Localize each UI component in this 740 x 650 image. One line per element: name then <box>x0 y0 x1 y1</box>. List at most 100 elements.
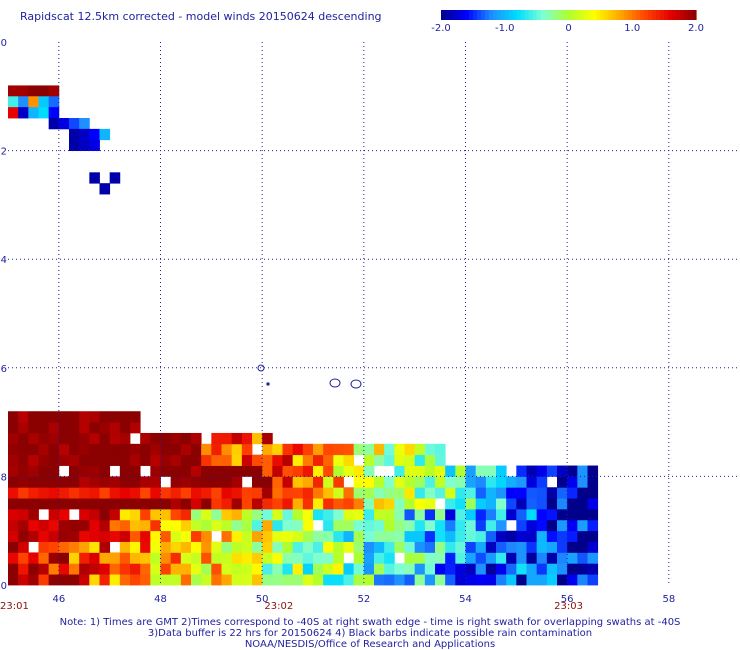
heatmap-cell <box>353 498 365 510</box>
heatmap-cell <box>48 552 60 564</box>
heatmap-cell <box>231 465 243 477</box>
heatmap-cell <box>28 422 39 434</box>
heatmap-cell <box>201 508 212 521</box>
heatmap-cell <box>99 454 111 466</box>
heatmap-cell <box>353 541 365 553</box>
heatmap-cell <box>8 454 19 466</box>
heatmap-cell <box>18 411 29 423</box>
colorbar-segment <box>484 10 490 20</box>
heatmap-cell <box>89 443 100 456</box>
heatmap-cell <box>404 454 416 466</box>
heatmap-cell <box>557 563 568 575</box>
heatmap-cell <box>191 498 202 510</box>
heatmap-cell <box>150 476 161 488</box>
heatmap-cell <box>272 487 283 499</box>
heatmap-cell <box>353 465 365 477</box>
heatmap-cell <box>28 85 39 97</box>
heatmap-cell <box>557 574 568 586</box>
heatmap-cell <box>506 530 517 542</box>
heatmap-cell <box>99 476 111 488</box>
heatmap-cell <box>374 563 385 575</box>
heatmap-cell <box>38 487 50 499</box>
heatmap-cell <box>18 432 29 445</box>
heatmap-cell <box>252 508 263 521</box>
heatmap-cell <box>272 563 283 575</box>
heatmap-cell <box>130 563 141 575</box>
colorbar-segment <box>540 10 546 20</box>
heatmap-cell <box>221 487 233 499</box>
heatmap-cell <box>455 498 466 510</box>
heatmap-cell <box>18 487 29 499</box>
colorbar-tick-label: -1.0 <box>495 23 515 34</box>
heatmap-cell <box>252 519 263 532</box>
heatmap-cell <box>343 574 355 586</box>
heatmap-cell <box>435 574 446 586</box>
heatmap-cell <box>191 476 202 488</box>
heatmap-cell <box>435 530 446 542</box>
heatmap-cell <box>241 443 253 456</box>
heatmap-cell <box>18 443 29 456</box>
heatmap-cell <box>577 487 588 499</box>
heatmap-cell <box>363 574 375 586</box>
heatmap-cell <box>221 574 233 586</box>
heatmap-cell <box>313 498 324 510</box>
heatmap-cell <box>58 411 70 423</box>
heatmap-cell <box>99 422 111 434</box>
heatmap-cell <box>109 443 121 456</box>
heatmap-cell <box>353 443 365 456</box>
heatmap-cell <box>241 519 253 532</box>
heatmap-cell <box>130 443 141 456</box>
heatmap-cell <box>526 574 538 586</box>
heatmap-cell <box>140 563 151 575</box>
heatmap-cell <box>516 508 527 521</box>
footer-note-2: 3)Data buffer is 22 hrs for 20150624 4) … <box>147 628 593 639</box>
heatmap-cell <box>424 465 436 477</box>
heatmap-cell <box>252 487 263 499</box>
heatmap-cell <box>465 487 477 499</box>
heatmap-cell <box>48 432 60 445</box>
heatmap-cell <box>557 487 568 499</box>
heatmap-cell <box>191 465 202 477</box>
heatmap-cell <box>28 498 39 510</box>
heatmap-cell <box>496 552 507 564</box>
colorbar-segment <box>620 10 625 20</box>
heatmap-cell <box>69 574 80 586</box>
heatmap-cell <box>577 530 588 542</box>
heatmap-cell <box>343 454 355 466</box>
heatmap-cell <box>231 552 243 564</box>
heatmap-cell <box>150 519 161 532</box>
y-tick-label: -50 <box>0 581 7 592</box>
heatmap-cell <box>424 519 436 532</box>
heatmap-cell <box>119 411 131 423</box>
heatmap-cell <box>211 508 222 521</box>
heatmap-cell <box>526 530 538 542</box>
heatmap-cell <box>282 563 294 575</box>
heatmap-cell <box>69 432 80 445</box>
colorbar-segment <box>496 10 502 20</box>
heatmap-cell <box>79 465 90 477</box>
heatmap-cell <box>252 465 263 477</box>
heatmap-cell <box>262 563 273 575</box>
heatmap-cell <box>48 541 60 553</box>
heatmap-cell <box>536 530 548 542</box>
x-tick-label: 50 <box>256 594 269 605</box>
time-label: 23:02 <box>264 601 293 612</box>
heatmap-cell <box>221 498 233 510</box>
colorbar-segment <box>468 10 474 20</box>
heatmap-cell <box>201 487 212 499</box>
heatmap-cell <box>180 563 192 575</box>
heatmap-cell <box>404 530 416 542</box>
heatmap-cell <box>140 432 151 445</box>
y-tick-label: -42 <box>0 147 7 158</box>
heatmap-cell <box>485 563 497 575</box>
heatmap-cell <box>435 508 446 521</box>
heatmap-cell <box>89 432 100 445</box>
heatmap-cell <box>333 443 344 456</box>
heatmap-cell <box>363 443 375 456</box>
heatmap-cell <box>445 476 456 488</box>
heatmap-cell <box>546 519 558 532</box>
heatmap-cell <box>231 530 243 542</box>
heatmap-cell <box>424 498 436 510</box>
heatmap-cell <box>109 574 121 586</box>
heatmap-cell <box>191 552 202 564</box>
